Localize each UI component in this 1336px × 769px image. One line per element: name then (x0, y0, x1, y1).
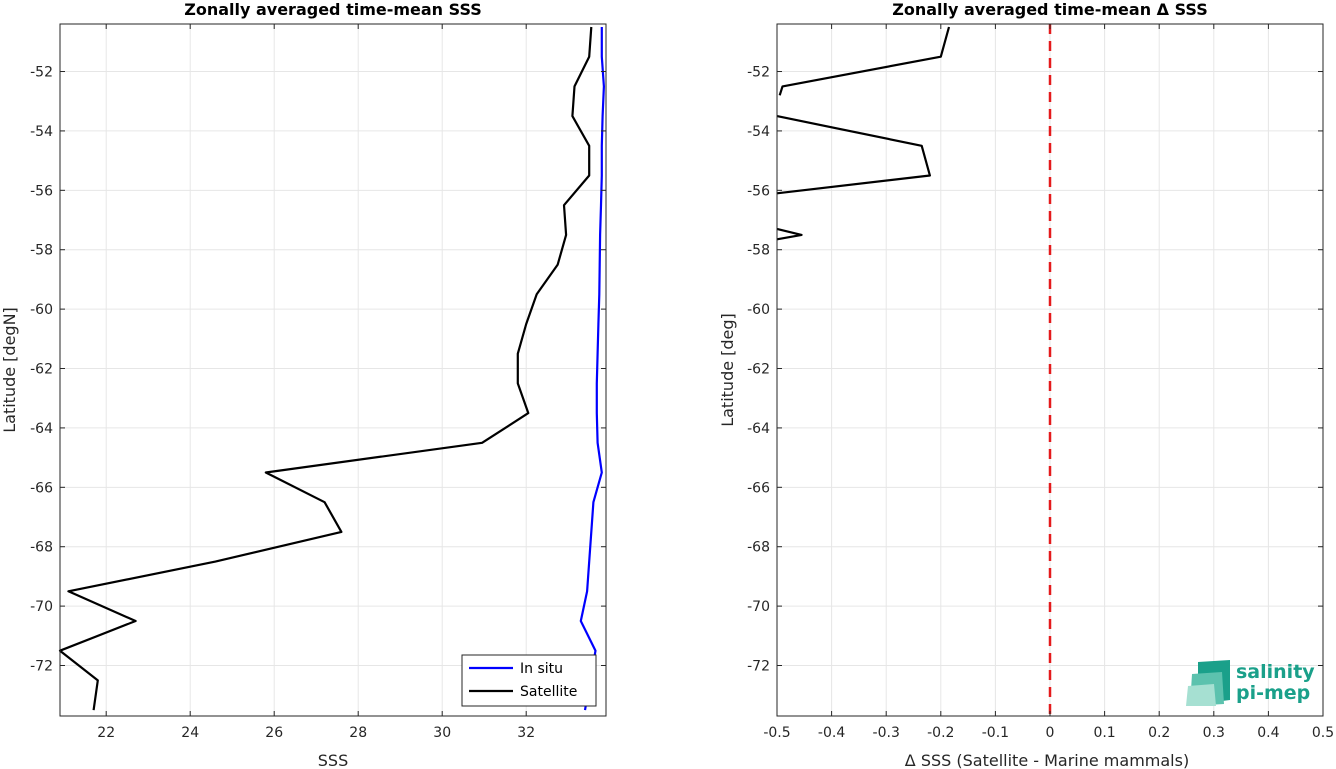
logo-line2: pi-mep (1236, 682, 1310, 704)
sss-xtick-label: 24 (181, 725, 199, 741)
delta-xtick-label: 0.5 (1312, 725, 1334, 741)
sss-plot-area (60, 24, 606, 716)
delta-ylabel: Latitude [deg] (718, 313, 737, 427)
delta-ytick-label: -56 (747, 183, 770, 199)
sss-ytick-label: -62 (30, 362, 53, 378)
delta-xtick-label: -0.4 (818, 725, 845, 741)
delta-ytick-label: -64 (747, 421, 770, 437)
sss-ytick-label: -64 (30, 421, 53, 437)
sss-ytick-label: -54 (30, 124, 53, 140)
delta-series (776, 24, 1052, 716)
sss-ytick-label: -72 (30, 659, 53, 675)
sss-panel: 22 24 26 28 30 32 -52 -54 -56 -58 -60 -62 -64 -66 -68 -… (0, 0, 607, 769)
delta-xtick-label: 0.1 (1093, 725, 1115, 741)
delta-ticks: -0.5 -0.4 -0.3 -0.2 -0.1 0 0.1 0.2 0.3 0.4 0.5 -52 -… (747, 24, 1334, 741)
sss-ytick-label: -58 (30, 243, 53, 259)
sss-axes-box (59, 23, 607, 717)
legend-insitu-label: In situ (520, 661, 563, 677)
delta-ytick-label: -70 (747, 599, 770, 615)
sss-xtick-label: 28 (349, 725, 367, 741)
sss-xtick-label: 26 (265, 725, 283, 741)
sss-legend: In situ Satellite (461, 654, 597, 707)
sss-ytick-label: -56 (30, 183, 53, 199)
delta-series-line-delta-segment-2 (776, 227, 803, 241)
sss-ytick-label: -68 (30, 540, 53, 556)
delta-xtick-label: 0 (1046, 725, 1055, 741)
sss-ytick-label: -52 (30, 65, 53, 81)
sss-series-line-in-situ (579, 27, 606, 711)
sss-title: Zonally averaged time-mean SSS (184, 0, 482, 19)
delta-ytick-label: -54 (747, 124, 770, 140)
sss-xtick-label: 30 (433, 725, 451, 741)
delta-xlabel: Δ SSS (Satellite - Marine mammals) (905, 751, 1189, 769)
sss-series (58, 26, 606, 711)
sss-xlabel: SSS (318, 751, 348, 769)
delta-ytick-label: -72 (747, 659, 770, 675)
delta-xtick-label: -0.2 (927, 725, 954, 741)
delta-xtick-label: -0.5 (763, 725, 790, 741)
sss-xtick-label: 32 (517, 725, 535, 741)
delta-xtick-label: -0.3 (873, 725, 900, 741)
logo-line1: salinity (1236, 661, 1315, 683)
delta-xtick-label: 0.2 (1148, 725, 1170, 741)
delta-ytick-label: -66 (747, 480, 770, 496)
legend-satellite-label: Satellite (520, 684, 577, 700)
delta-ytick-label: -58 (747, 243, 770, 259)
sss-ylabel: Latitude [degN] (0, 307, 19, 433)
delta-xtick-label: 0.4 (1257, 725, 1279, 741)
delta-xtick-label: 0.3 (1203, 725, 1225, 741)
sss-ytick-label: -60 (30, 302, 53, 318)
sss-ytick-label: -70 (30, 599, 53, 615)
sss-ticks: 22 24 26 28 30 32 -52 -54 -56 -58 -60 -62 -64 -66 -68 -… (30, 24, 606, 741)
sss-grid (60, 24, 606, 716)
sss-ytick-label: -66 (30, 480, 53, 496)
delta-ytick-label: -60 (747, 302, 770, 318)
legend-box (461, 654, 597, 707)
delta-sss-panel: -0.5 -0.4 -0.3 -0.2 -0.1 0 0.1 0.2 0.3 0.4 0.5 -52 -… (718, 0, 1334, 769)
sss-series-line-satellite (58, 26, 593, 711)
delta-title: Zonally averaged time-mean Δ SSS (892, 0, 1208, 19)
salinity-pi-mep-logo: salinity pi-mep (1186, 660, 1315, 706)
delta-xtick-label: -0.1 (982, 725, 1009, 741)
sss-xtick-label: 22 (97, 725, 115, 741)
delta-ytick-label: -62 (747, 362, 770, 378)
delta-series-line-delta-segment-1 (776, 115, 932, 195)
delta-ytick-label: -68 (747, 540, 770, 556)
delta-series-line-delta-segment-0 (778, 26, 951, 96)
delta-ytick-label: -52 (747, 65, 770, 81)
logo-wave-front (1186, 684, 1216, 706)
